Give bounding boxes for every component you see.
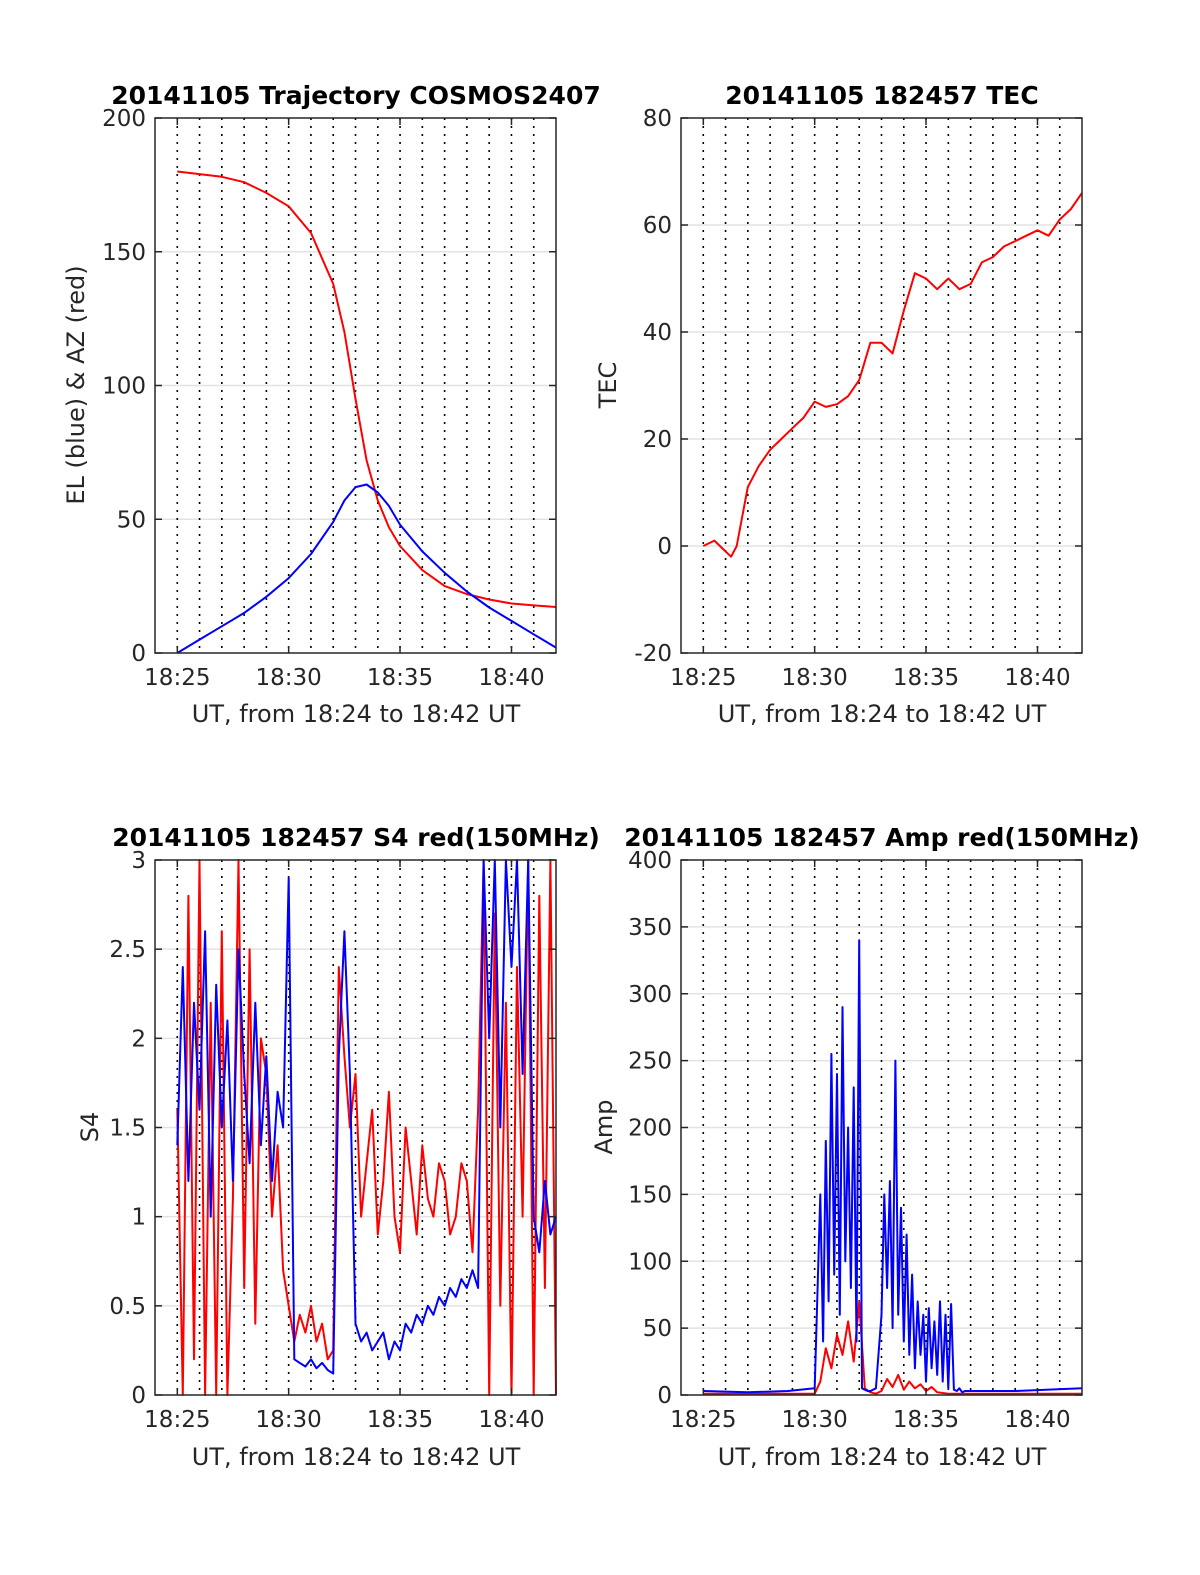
trajectory-ytick-label: 0 xyxy=(131,641,146,667)
trajectory-title: 20141105 Trajectory COSMOS2407 xyxy=(111,81,601,110)
tec-xtick-label: 18:25 xyxy=(670,665,736,691)
amp-series-1-line xyxy=(703,939,1083,1394)
s4-ytick-label: 0.5 xyxy=(109,1294,146,1320)
tec-xtick-label: 18:30 xyxy=(782,665,848,691)
trajectory-ytick-label: 50 xyxy=(117,507,146,533)
tec-ylabel: TEC xyxy=(594,362,622,410)
amp-xlabel: UT, from 18:24 to 18:42 UT xyxy=(718,1443,1047,1471)
tec-title: 20141105 182457 TEC xyxy=(725,81,1038,110)
tec-ytick-label: 20 xyxy=(643,427,672,453)
amp-xtick-label: 18:30 xyxy=(782,1407,848,1433)
amp-xtick-label: 18:35 xyxy=(893,1407,959,1433)
s4-ytick-label: 1.5 xyxy=(109,1116,146,1142)
amp-ytick-label: 0 xyxy=(657,1383,672,1409)
amp-ytick-label: 50 xyxy=(643,1316,672,1342)
s4-ylabel: S4 xyxy=(76,1112,104,1143)
tec-ytick-label: 80 xyxy=(643,106,672,132)
s4-panel: 20141105 182457 S4 red(150MHz) UT, from … xyxy=(76,823,600,1471)
trajectory-ytick-label: 100 xyxy=(102,374,146,400)
tec-xtick-label: 18:40 xyxy=(1004,665,1070,691)
trajectory-xtick-label: 18:35 xyxy=(367,665,433,691)
tec-axes-frame xyxy=(680,117,1083,654)
tec-ytick-label: -20 xyxy=(634,641,672,667)
s4-ytick-label: 2 xyxy=(131,1026,146,1052)
amp-ytick-label: 400 xyxy=(628,848,672,874)
trajectory-panel: 20141105 Trajectory COSMOS2407 UT, from … xyxy=(62,81,601,728)
amp-ytick-label: 150 xyxy=(628,1182,672,1208)
amp-ytick-label: 200 xyxy=(628,1116,672,1142)
amp-ytick-label: 350 xyxy=(628,915,672,941)
amp-panel: 20141105 182457 Amp red(150MHz) UT, from… xyxy=(590,823,1140,1471)
amp-xtick-label: 18:40 xyxy=(1004,1407,1070,1433)
amp-title: 20141105 182457 Amp red(150MHz) xyxy=(624,823,1140,852)
s4-ytick-label: 1 xyxy=(131,1205,146,1231)
s4-title: 20141105 182457 S4 red(150MHz) xyxy=(112,823,600,852)
s4-ytick-label: 3 xyxy=(131,848,146,874)
trajectory-ytick-label: 150 xyxy=(102,240,146,266)
amp-ytick-label: 300 xyxy=(628,982,672,1008)
tec-xtick-label: 18:35 xyxy=(893,665,959,691)
trajectory-xtick-label: 18:30 xyxy=(256,665,322,691)
s4-xlabel: UT, from 18:24 to 18:42 UT xyxy=(192,1443,521,1471)
trajectory-xtick-label: 18:25 xyxy=(144,665,210,691)
s4-ytick-label: 0 xyxy=(131,1383,146,1409)
amp-xtick-label: 18:25 xyxy=(670,1407,736,1433)
s4-xtick-label: 18:35 xyxy=(367,1407,433,1433)
s4-ytick-label: 2.5 xyxy=(109,937,146,963)
amp-ytick-label: 100 xyxy=(628,1249,672,1275)
trajectory-series-1-line xyxy=(176,483,557,654)
amp-ytick-label: 250 xyxy=(628,1049,672,1075)
trajectory-xtick-label: 18:40 xyxy=(478,665,544,691)
trajectory-series-0-line xyxy=(177,170,557,608)
s4-xtick-label: 18:40 xyxy=(478,1407,544,1433)
s4-series-1-line xyxy=(176,859,557,1375)
amp-ylabel: Amp xyxy=(590,1099,618,1154)
trajectory-xlabel: UT, from 18:24 to 18:42 UT xyxy=(192,700,521,728)
tec-panel: 20141105 182457 TEC UT, from 18:24 to 18… xyxy=(594,81,1083,728)
tec-ytick-label: 40 xyxy=(643,320,672,346)
trajectory-ylabel: EL (blue) & AZ (red) xyxy=(62,265,90,504)
tec-ytick-label: 0 xyxy=(657,534,672,560)
tec-xlabel: UT, from 18:24 to 18:42 UT xyxy=(718,700,1047,728)
trajectory-ytick-label: 200 xyxy=(102,106,146,132)
s4-xtick-label: 18:30 xyxy=(256,1407,322,1433)
amp-series-0-line xyxy=(703,1300,1082,1395)
tec-ytick-label: 60 xyxy=(643,213,672,239)
s4-xtick-label: 18:25 xyxy=(144,1407,210,1433)
tec-series-0-line xyxy=(702,192,1083,558)
